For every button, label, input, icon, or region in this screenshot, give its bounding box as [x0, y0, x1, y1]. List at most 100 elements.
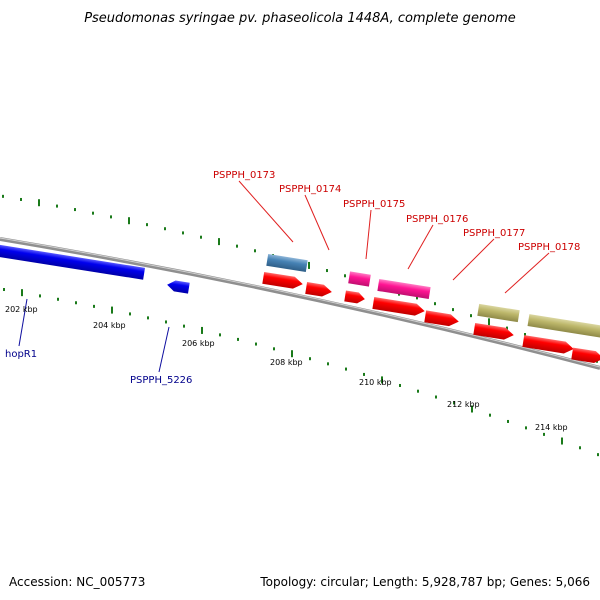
scale-label-212: 212 kbp: [447, 400, 480, 409]
gene-label-pspph-0177[interactable]: PSPPH_0177: [463, 228, 525, 239]
lower-row-tick: [399, 383, 401, 387]
cds-pspph-0177: [424, 310, 459, 327]
gene-label-pspph-0178[interactable]: PSPPH_0178: [518, 242, 580, 253]
lower-row-tick: [21, 289, 23, 297]
upper-row-tick: [218, 238, 220, 246]
cds-pspph-5226: [167, 280, 190, 294]
lower-row-tick: [561, 437, 563, 445]
scale-label-204: 204 kbp: [93, 321, 126, 330]
upper-row-tick: [506, 326, 508, 330]
lower-row-tick: [255, 342, 257, 346]
forward-callout-line: [407, 224, 434, 270]
scale-label-206: 206 kbp: [182, 339, 215, 348]
gene-label-pspph-5226[interactable]: PSPPH_5226: [130, 375, 192, 386]
gene-label-pspph-0175[interactable]: PSPPH_0175: [343, 199, 405, 210]
upper-row-tick: [2, 194, 4, 198]
upper-row-tick: [56, 204, 58, 208]
lower-row-tick: [165, 320, 167, 324]
upper-row-tick: [74, 208, 76, 212]
label-callouts: [18, 180, 550, 373]
lower-row-tick: [3, 288, 5, 292]
lower-row-tick: [489, 413, 491, 417]
lower-row-tick: [363, 372, 365, 376]
gene-label-pspph-0176[interactable]: PSPPH_0176: [406, 214, 468, 225]
lower-row-tick: [471, 405, 473, 413]
lower-row-tick: [93, 304, 95, 308]
gene-label-pspph-0174[interactable]: PSPPH_0174: [279, 184, 341, 195]
scale-labels: 202 kbp 204 kbp 206 kbp 208 kbp 210 kbp …: [5, 305, 568, 432]
lower-row-tick: [507, 419, 509, 423]
scale-label-202: 202 kbp: [5, 305, 38, 314]
reverse-callout-line: [18, 298, 28, 347]
upper-row-tick: [128, 217, 130, 225]
upper-row-tick: [146, 223, 148, 227]
gene-features: [0, 244, 600, 364]
lower-row-tick: [381, 376, 383, 384]
cds-pspph-0173: [262, 271, 303, 289]
upper-row-tick: [200, 235, 202, 239]
lower-row-tick: [183, 324, 185, 328]
upper-row-tick: [416, 296, 418, 300]
lower-row-tick: [129, 312, 131, 316]
cds-pspph-0175: [344, 290, 365, 304]
upper-row-tick: [110, 215, 112, 219]
upper-row-tick: [92, 211, 94, 215]
feature-pspph-0177: [477, 303, 520, 323]
scale-label-214: 214 kbp: [535, 423, 568, 432]
upper-row-tick: [164, 227, 166, 231]
lower-row-tick: [345, 367, 347, 371]
forward-callout-line: [238, 180, 294, 243]
genome-summary-text: Topology: circular; Length: 5,928,787 bp…: [259, 575, 590, 589]
upper-row-tick: [236, 244, 238, 248]
lower-row-tick: [219, 333, 221, 337]
lower-row-tick: [579, 446, 581, 450]
upper-row-tick: [488, 318, 490, 326]
backbone-highlight: [0, 237, 600, 368]
feature-pspph-0173: [266, 253, 308, 273]
forward-gene-labels: PSPPH_0173 PSPPH_0174 PSPPH_0175 PSPPH_0…: [213, 170, 580, 253]
lower-row-tick: [543, 432, 545, 436]
lower-row-tick: [327, 362, 329, 366]
lower-row-tick: [111, 306, 113, 314]
upper-row-tick: [344, 274, 346, 278]
forward-callout-line: [452, 238, 495, 281]
forward-callout-line: [365, 209, 372, 260]
lower-row-tick: [291, 350, 293, 358]
scale-label-210: 210 kbp: [359, 378, 392, 387]
forward-callout-line: [304, 194, 330, 251]
reverse-gene-labels: hopR1 PSPPH_5226: [5, 349, 192, 386]
cds-pspph-0176: [372, 297, 425, 316]
upper-row-tick: [38, 199, 40, 207]
feature-pspph-0176: [377, 279, 431, 299]
scale-label-208: 208 kbp: [270, 358, 303, 367]
lower-row-tick: [453, 401, 455, 405]
reverse-callout-line: [158, 326, 170, 373]
cds-pspph-0174: [305, 282, 332, 297]
upper-row-tick: [524, 333, 526, 337]
lower-row-tick: [309, 357, 311, 361]
lower-row-tick: [525, 426, 527, 430]
lower-row-tick: [57, 297, 59, 301]
lower-row-tick: [597, 453, 599, 457]
upper-row-tick: [470, 314, 472, 318]
upper-row-tick: [254, 249, 256, 253]
upper-row-tick: [452, 308, 454, 312]
lower-row-tick: [147, 316, 149, 320]
lower-row-tick: [201, 326, 203, 334]
upper-row-tick: [20, 197, 22, 201]
upper-row-tick: [308, 261, 310, 269]
feature-pspph-0178: [527, 314, 600, 338]
feature-pspph-0175: [348, 271, 371, 287]
cds-pspph-0180: [571, 347, 600, 364]
gene-label-hopr1[interactable]: hopR1: [5, 349, 37, 360]
cds-pspph-0179: [522, 335, 574, 354]
lower-row-tick: [75, 301, 77, 305]
map-title: Pseudomonas syringae pv. phaseolicola 14…: [84, 11, 516, 26]
genome-backbone: [0, 237, 600, 370]
upper-row-tick: [326, 269, 328, 273]
cds-pspph-0178: [473, 322, 514, 340]
accession-text: Accession: NC_005773: [9, 575, 145, 589]
lower-row-tick: [417, 389, 419, 393]
gene-label-pspph-0173[interactable]: PSPPH_0173: [213, 170, 275, 181]
